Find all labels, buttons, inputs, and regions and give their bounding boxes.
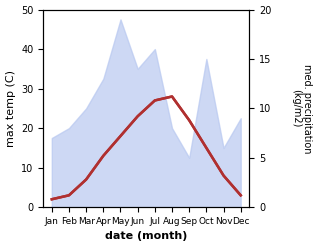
Y-axis label: max temp (C): max temp (C): [5, 70, 16, 147]
Y-axis label: med. precipitation
(kg/m2): med. precipitation (kg/m2): [291, 64, 313, 153]
X-axis label: date (month): date (month): [105, 231, 187, 242]
